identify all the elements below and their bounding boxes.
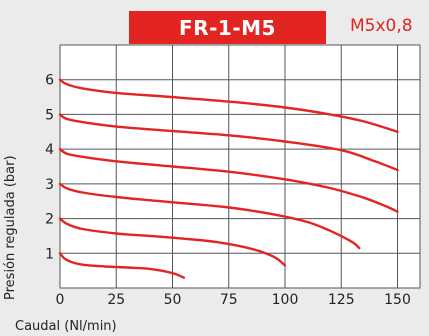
- y-tick-label: 2: [45, 212, 54, 228]
- chart-subtitle: M5x0,8: [350, 16, 413, 36]
- series-lines: [58, 78, 399, 279]
- x-tick-label: 75: [220, 292, 238, 308]
- x-tick-label: 125: [328, 292, 355, 308]
- tick-labels: 0 25 50 75 100 125 150 1 2 3 4 5 6: [45, 73, 411, 308]
- x-tick-label: 0: [56, 292, 65, 308]
- pressure-curve-2: [58, 217, 287, 267]
- x-tick-label: 150: [384, 292, 411, 308]
- y-tick-label: 6: [45, 73, 54, 89]
- pressure-curve-3: [58, 182, 361, 250]
- pressure-curve-4: [58, 147, 399, 213]
- x-tick-label: 50: [164, 292, 182, 308]
- y-tick-label: 5: [45, 107, 54, 123]
- x-tick-label: 100: [272, 292, 299, 308]
- chart-title: FR-1-M5: [129, 11, 326, 44]
- y-axis-label: Presión regulada (bar): [3, 155, 18, 300]
- y-tick-label: 4: [45, 142, 54, 158]
- pressure-curve-5: [58, 113, 399, 172]
- plot-area: [59, 44, 421, 289]
- x-tick-label: 25: [107, 292, 125, 308]
- grid: [60, 45, 420, 288]
- y-tick-label: 3: [45, 177, 54, 193]
- pressure-curve-1: [58, 252, 185, 279]
- y-tick-label: 1: [45, 246, 54, 262]
- pressure-curve-6: [58, 78, 399, 133]
- x-axis-label: Caudal (Nl/min): [15, 319, 117, 334]
